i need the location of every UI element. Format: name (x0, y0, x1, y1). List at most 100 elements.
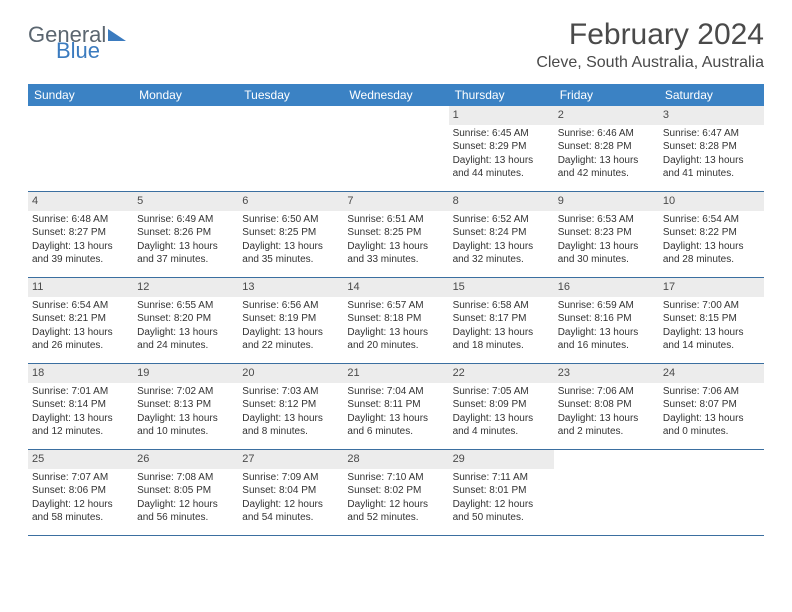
daylight-text: Daylight: 13 hours and 22 minutes. (242, 326, 339, 353)
day-details: Sunrise: 7:09 AMSunset: 8:04 PMDaylight:… (238, 471, 343, 529)
day-number (238, 106, 343, 110)
daylight-text: Daylight: 13 hours and 24 minutes. (137, 326, 234, 353)
sunset-text: Sunset: 8:23 PM (558, 226, 655, 240)
day-number: 24 (659, 364, 764, 383)
day-headers-row: Sunday Monday Tuesday Wednesday Thursday… (28, 84, 764, 106)
sunrise-text: Sunrise: 6:58 AM (453, 299, 550, 313)
sunset-text: Sunset: 8:06 PM (32, 484, 129, 498)
day-details: Sunrise: 6:53 AMSunset: 8:23 PMDaylight:… (554, 213, 659, 271)
day-header: Wednesday (343, 84, 448, 106)
day-header: Saturday (659, 84, 764, 106)
calendar-day: 28Sunrise: 7:10 AMSunset: 8:02 PMDayligh… (343, 450, 448, 535)
day-header: Friday (554, 84, 659, 106)
calendar-day: 20Sunrise: 7:03 AMSunset: 8:12 PMDayligh… (238, 364, 343, 449)
calendar-day: 10Sunrise: 6:54 AMSunset: 8:22 PMDayligh… (659, 192, 764, 277)
header-row: General Blue February 2024 Cleve, South … (28, 18, 764, 72)
weeks-container: 1Sunrise: 6:45 AMSunset: 8:29 PMDaylight… (28, 106, 764, 536)
calendar-day-empty (343, 106, 448, 191)
daylight-text: Daylight: 13 hours and 8 minutes. (242, 412, 339, 439)
logo-text-block: General Blue (28, 24, 126, 62)
calendar-day: 9 Sunrise: 6:53 AMSunset: 8:23 PMDaylight… (554, 192, 659, 277)
sunrise-text: Sunrise: 7:07 AM (32, 471, 129, 485)
calendar-day: 16Sunrise: 6:59 AMSunset: 8:16 PMDayligh… (554, 278, 659, 363)
day-number: 8 (449, 192, 554, 211)
daylight-text: Daylight: 13 hours and 41 minutes. (663, 154, 760, 181)
calendar-week: 18Sunrise: 7:01 AMSunset: 8:14 PMDayligh… (28, 364, 764, 450)
day-details: Sunrise: 7:06 AMSunset: 8:08 PMDaylight:… (554, 385, 659, 443)
sunset-text: Sunset: 8:01 PM (453, 484, 550, 498)
daylight-text: Daylight: 13 hours and 28 minutes. (663, 240, 760, 267)
sunset-text: Sunset: 8:20 PM (137, 312, 234, 326)
day-details: Sunrise: 6:51 AMSunset: 8:25 PMDaylight:… (343, 213, 448, 271)
day-details: Sunrise: 7:00 AMSunset: 8:15 PMDaylight:… (659, 299, 764, 357)
sunrise-text: Sunrise: 6:54 AM (663, 213, 760, 227)
sunrise-text: Sunrise: 7:08 AM (137, 471, 234, 485)
sunrise-text: Sunrise: 6:49 AM (137, 213, 234, 227)
day-number: 7 (343, 192, 448, 211)
sunset-text: Sunset: 8:14 PM (32, 398, 129, 412)
calendar-day: 15Sunrise: 6:58 AMSunset: 8:17 PMDayligh… (449, 278, 554, 363)
day-number: 23 (554, 364, 659, 383)
sunrise-text: Sunrise: 7:05 AM (453, 385, 550, 399)
location-text: Cleve, South Australia, Australia (536, 54, 764, 72)
calendar-day: 2Sunrise: 6:46 AMSunset: 8:28 PMDaylight… (554, 106, 659, 191)
day-details: Sunrise: 6:48 AMSunset: 8:27 PMDaylight:… (28, 213, 133, 271)
calendar-week: 1Sunrise: 6:45 AMSunset: 8:29 PMDaylight… (28, 106, 764, 192)
day-details: Sunrise: 7:10 AMSunset: 8:02 PMDaylight:… (343, 471, 448, 529)
day-number: 22 (449, 364, 554, 383)
day-header: Monday (133, 84, 238, 106)
day-number: 15 (449, 278, 554, 297)
calendar-day: 22 Sunrise: 7:05 AMSunset: 8:09 PMDayligh… (449, 364, 554, 449)
day-number: 16 (554, 278, 659, 297)
daylight-text: Daylight: 12 hours and 54 minutes. (242, 498, 339, 525)
calendar-day: 6Sunrise: 6:50 AMSunset: 8:25 PMDaylight… (238, 192, 343, 277)
daylight-text: Daylight: 13 hours and 4 minutes. (453, 412, 550, 439)
day-number: 9 (554, 192, 659, 211)
day-number: 13 (238, 278, 343, 297)
day-header: Thursday (449, 84, 554, 106)
day-number: 25 (28, 450, 133, 469)
sunrise-text: Sunrise: 7:00 AM (663, 299, 760, 313)
day-details: Sunrise: 7:04 AMSunset: 8:11 PMDaylight:… (343, 385, 448, 443)
sunrise-text: Sunrise: 7:04 AM (347, 385, 444, 399)
sunset-text: Sunset: 8:04 PM (242, 484, 339, 498)
day-number (554, 450, 659, 454)
day-header: Tuesday (238, 84, 343, 106)
day-number (28, 106, 133, 110)
sunset-text: Sunset: 8:09 PM (453, 398, 550, 412)
day-number: 3 (659, 106, 764, 125)
daylight-text: Daylight: 13 hours and 26 minutes. (32, 326, 129, 353)
calendar-day: 13Sunrise: 6:56 AMSunset: 8:19 PMDayligh… (238, 278, 343, 363)
day-details: Sunrise: 7:06 AMSunset: 8:07 PMDaylight:… (659, 385, 764, 443)
day-number: 21 (343, 364, 448, 383)
sunrise-text: Sunrise: 7:11 AM (453, 471, 550, 485)
sunrise-text: Sunrise: 7:06 AM (558, 385, 655, 399)
sunset-text: Sunset: 8:21 PM (32, 312, 129, 326)
sunrise-text: Sunrise: 6:55 AM (137, 299, 234, 313)
daylight-text: Daylight: 13 hours and 35 minutes. (242, 240, 339, 267)
daylight-text: Daylight: 13 hours and 6 minutes. (347, 412, 444, 439)
calendar-week: 4Sunrise: 6:48 AMSunset: 8:27 PMDaylight… (28, 192, 764, 278)
day-details: Sunrise: 7:08 AMSunset: 8:05 PMDaylight:… (133, 471, 238, 529)
daylight-text: Daylight: 13 hours and 33 minutes. (347, 240, 444, 267)
sunrise-text: Sunrise: 7:02 AM (137, 385, 234, 399)
day-number: 10 (659, 192, 764, 211)
sunset-text: Sunset: 8:24 PM (453, 226, 550, 240)
sunrise-text: Sunrise: 7:06 AM (663, 385, 760, 399)
sunset-text: Sunset: 8:26 PM (137, 226, 234, 240)
calendar-day: 1Sunrise: 6:45 AMSunset: 8:29 PMDaylight… (449, 106, 554, 191)
sunrise-text: Sunrise: 7:01 AM (32, 385, 129, 399)
day-details: Sunrise: 7:02 AMSunset: 8:13 PMDaylight:… (133, 385, 238, 443)
brand-name-2: Blue (56, 40, 126, 62)
sunset-text: Sunset: 8:19 PM (242, 312, 339, 326)
day-details: Sunrise: 7:05 AMSunset: 8:09 PMDaylight:… (449, 385, 554, 443)
day-number (343, 106, 448, 110)
daylight-text: Daylight: 13 hours and 2 minutes. (558, 412, 655, 439)
day-number: 1 (449, 106, 554, 125)
sunset-text: Sunset: 8:02 PM (347, 484, 444, 498)
calendar-day: 26Sunrise: 7:08 AMSunset: 8:05 PMDayligh… (133, 450, 238, 535)
sunrise-text: Sunrise: 6:48 AM (32, 213, 129, 227)
daylight-text: Daylight: 13 hours and 18 minutes. (453, 326, 550, 353)
sunset-text: Sunset: 8:12 PM (242, 398, 339, 412)
calendar-day-empty (133, 106, 238, 191)
